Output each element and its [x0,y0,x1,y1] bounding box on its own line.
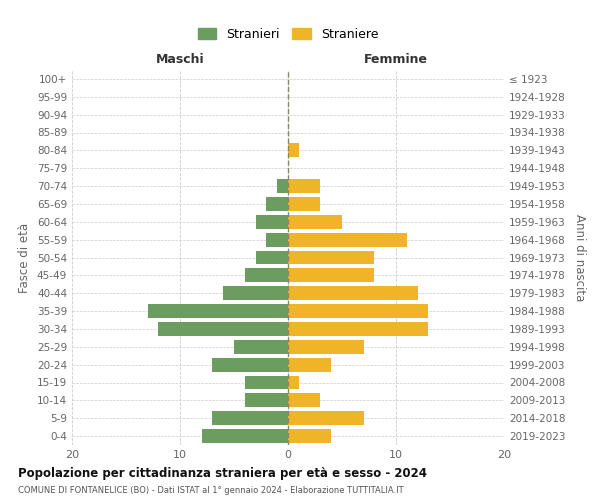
Bar [245,376,288,390]
Bar [288,197,320,211]
Bar [288,429,331,443]
Text: Popolazione per cittadinanza straniera per età e sesso - 2024: Popolazione per cittadinanza straniera p… [18,468,427,480]
Bar [212,358,288,372]
Bar [288,358,331,372]
Bar [234,340,288,354]
Bar [158,322,288,336]
Bar [288,268,374,282]
Bar [288,179,320,193]
Bar [288,340,364,354]
Bar [288,322,428,336]
Bar [148,304,288,318]
Bar [288,232,407,246]
Bar [288,376,299,390]
Y-axis label: Anni di nascita: Anni di nascita [572,214,586,301]
Text: COMUNE DI FONTANELICE (BO) - Dati ISTAT al 1° gennaio 2024 - Elaborazione TUTTIT: COMUNE DI FONTANELICE (BO) - Dati ISTAT … [18,486,404,495]
Legend: Stranieri, Straniere: Stranieri, Straniere [194,24,382,44]
Bar [277,179,288,193]
Bar [288,250,374,264]
Text: Maschi: Maschi [155,53,205,66]
Bar [288,304,428,318]
Bar [266,197,288,211]
Bar [288,144,299,158]
Y-axis label: Fasce di età: Fasce di età [19,222,31,292]
Bar [245,268,288,282]
Bar [288,215,342,229]
Bar [212,411,288,425]
Text: Femmine: Femmine [364,53,428,66]
Bar [288,411,364,425]
Bar [223,286,288,300]
Bar [256,250,288,264]
Bar [288,286,418,300]
Bar [256,215,288,229]
Bar [202,429,288,443]
Bar [266,232,288,246]
Bar [245,394,288,407]
Bar [288,394,320,407]
